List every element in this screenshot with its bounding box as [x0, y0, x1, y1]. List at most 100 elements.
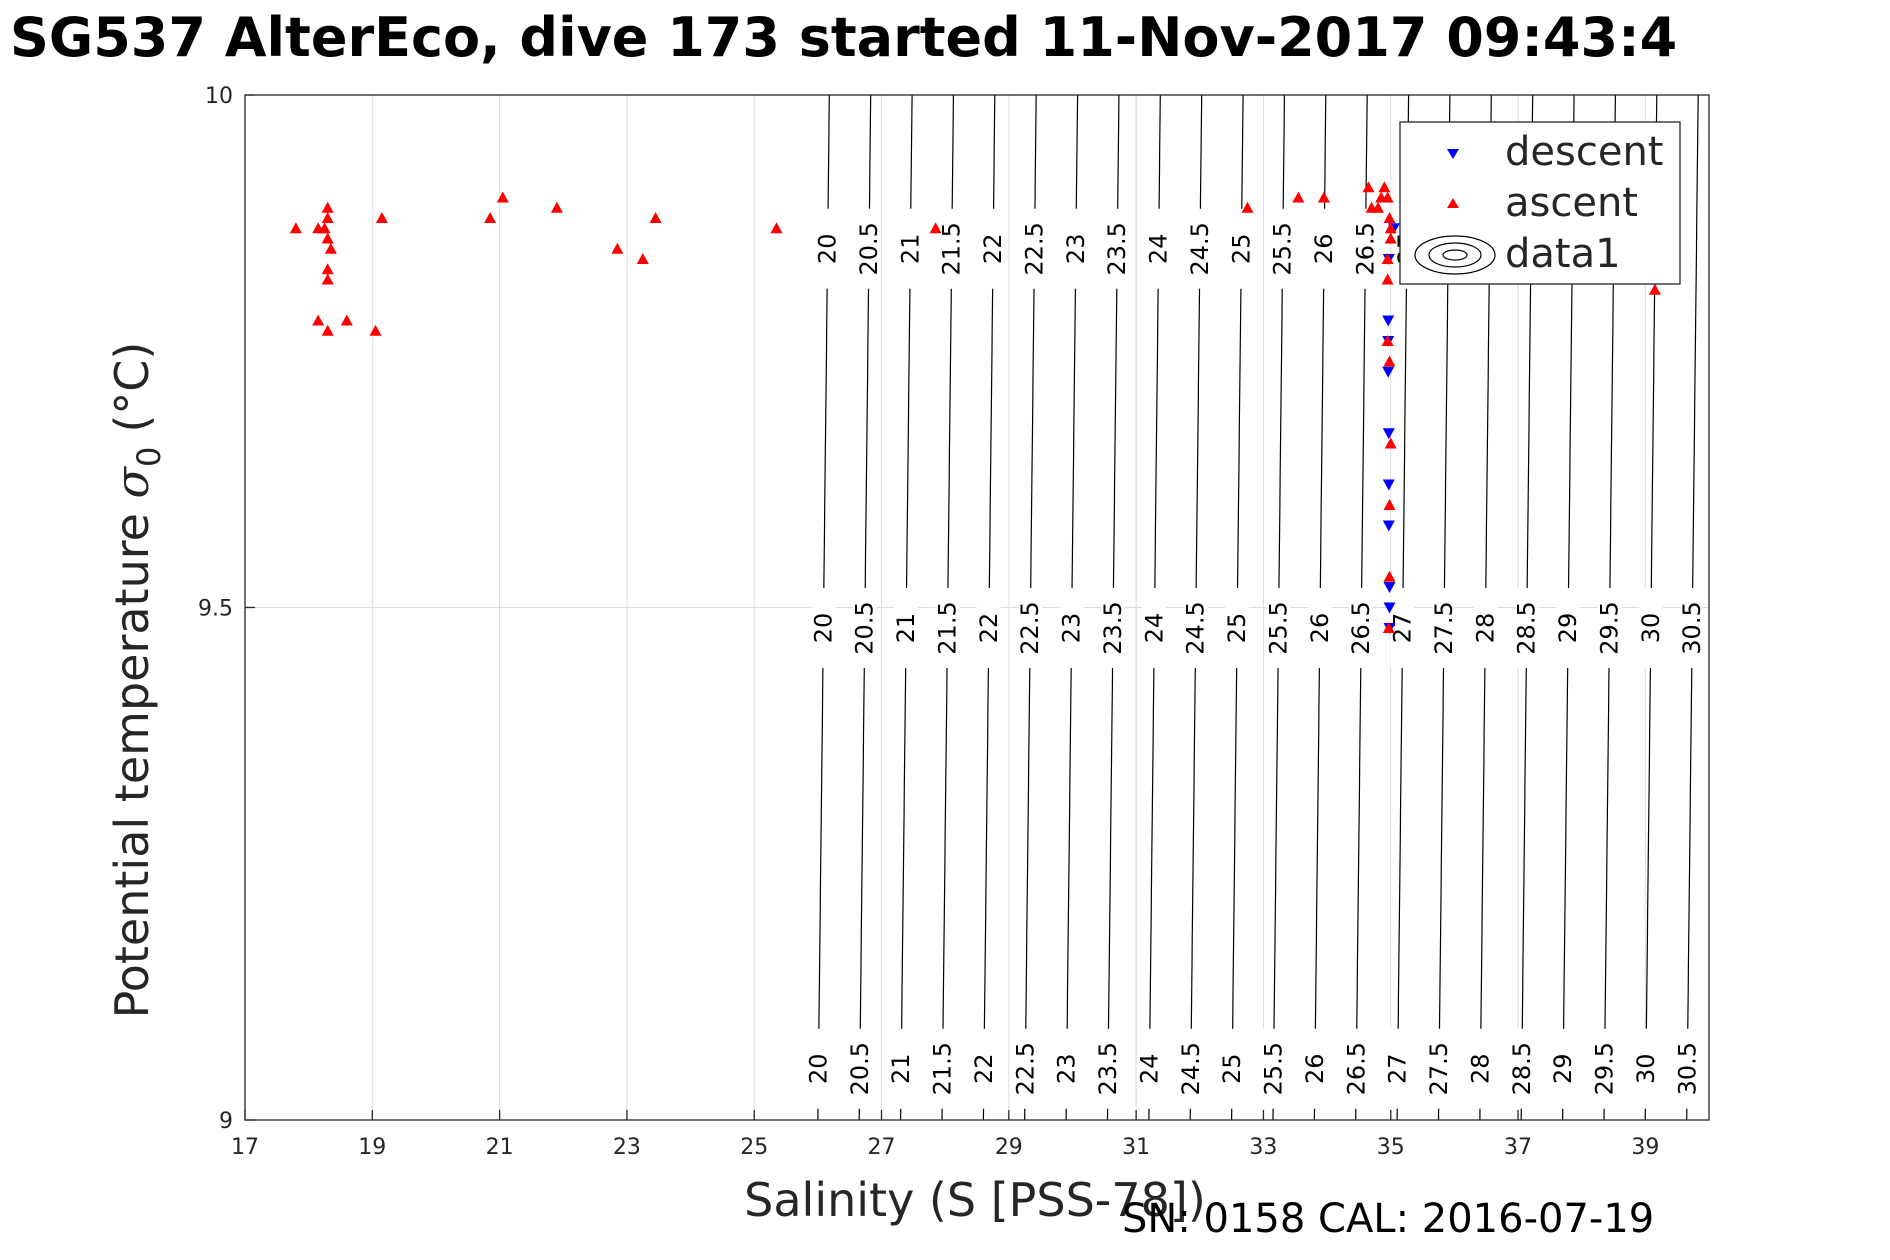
descent-point	[1382, 315, 1395, 327]
ascent-point	[484, 212, 497, 223]
contour-label-gap	[1270, 208, 1295, 289]
y-axis-label-unit: (°C)	[105, 342, 159, 433]
contour-label: 23.5	[1103, 222, 1131, 275]
ascent-point	[375, 212, 388, 223]
contour-label: 29	[1549, 1053, 1577, 1084]
contour-label: 25.5	[1260, 1042, 1288, 1095]
ascent-point	[324, 242, 337, 254]
contour-label: 30.5	[1678, 601, 1706, 654]
contour-label-gap	[1178, 1028, 1203, 1109]
descent-point	[1382, 428, 1395, 440]
contour-label: 24.5	[1182, 601, 1210, 654]
contour-label: 22.5	[1011, 1042, 1039, 1095]
x-tick-label: 23	[613, 1135, 641, 1160]
ascent-point	[496, 191, 509, 203]
contour-label-gap	[1013, 1028, 1038, 1109]
contour-label: 28.5	[1508, 1042, 1536, 1095]
x-tick-label: 39	[1631, 1135, 1659, 1160]
ascent-point	[318, 222, 331, 234]
y-axis-label-text: Potential temperature	[105, 513, 159, 1018]
contour-label-gap	[847, 1028, 872, 1109]
contour-label: 21	[896, 234, 924, 265]
ascent-point	[312, 314, 325, 326]
contour-label-gap	[1514, 588, 1539, 668]
descent-point	[1382, 520, 1395, 532]
contour-label-gap	[1229, 208, 1254, 289]
x-tick-label: 29	[995, 1135, 1023, 1160]
descent-point	[1383, 582, 1396, 593]
ascent-point	[611, 242, 624, 254]
ascent-point	[1383, 570, 1396, 582]
ascent-point	[1383, 355, 1396, 367]
contour-label-gap	[1551, 1028, 1576, 1109]
contour-label: 30	[1632, 1053, 1660, 1084]
ascent-point	[1241, 201, 1254, 213]
contour-label: 25	[1227, 234, 1255, 265]
ascent-point	[1372, 201, 1384, 213]
contour-label: 21.5	[938, 222, 966, 275]
y-axis-label-symbol: σ	[105, 465, 159, 498]
contour-label: 22	[979, 234, 1007, 265]
ascent-point	[1292, 191, 1305, 203]
contour-label: 25	[1218, 1053, 1246, 1084]
legend-contour-icon	[1414, 235, 1496, 275]
contour-label-gap	[981, 208, 1006, 289]
ascent-point	[1381, 273, 1394, 285]
contour-label-gap	[1146, 208, 1171, 289]
ascent-point	[770, 222, 783, 234]
contour-label: 24	[1135, 1053, 1163, 1084]
contour-label: 20.5	[846, 1042, 874, 1095]
ascent-point	[1381, 253, 1394, 264]
x-tick-label: 27	[868, 1135, 896, 1160]
ascent-point	[1362, 181, 1375, 193]
contour-label: 23.5	[1094, 1042, 1122, 1095]
contour-label: 24	[1140, 613, 1168, 644]
contour-label: 30.5	[1673, 1042, 1701, 1095]
contour-label-gap	[894, 588, 919, 668]
contour-label: 20.5	[855, 222, 883, 275]
contour-label: 27	[1389, 613, 1417, 644]
ascent-point	[321, 201, 334, 213]
contour-label-gap	[1059, 588, 1084, 668]
y-tick-label: 9	[219, 1109, 233, 1134]
ascent-point	[1381, 335, 1394, 346]
x-tick-label: 17	[231, 1135, 259, 1160]
contour-label-gap	[1096, 1028, 1121, 1109]
contour-label: 22	[975, 613, 1003, 644]
footer-note: SN: 0158 CAL: 2016-07-19	[1122, 1196, 1655, 1242]
contour-label: 29.5	[1591, 1042, 1619, 1095]
ascent-point	[1317, 191, 1330, 203]
contour-label: 20	[809, 613, 837, 644]
descent-point	[1382, 479, 1395, 491]
contour-label-gap	[1633, 1028, 1658, 1109]
legend-descent-label: descent	[1505, 129, 1663, 175]
contour-label-gap	[1018, 588, 1043, 668]
contour-label-gap	[930, 1028, 955, 1109]
contour-label-gap	[939, 208, 964, 289]
contour-label-gap	[856, 208, 881, 289]
ascent-point	[321, 212, 334, 223]
contour-label-gap	[815, 208, 840, 289]
contour-label-gap	[1054, 1028, 1079, 1109]
data-points	[289, 181, 1661, 634]
contour-label: 25.5	[1265, 601, 1293, 654]
x-tick-label: 33	[1249, 1135, 1277, 1160]
contour-label-gap	[1137, 1028, 1162, 1109]
legend-ascent-marker	[1447, 198, 1459, 208]
contour-label-gap	[976, 588, 1001, 668]
contour-label: 26.5	[1342, 1042, 1370, 1095]
contour-label: 25.5	[1269, 222, 1297, 275]
contour-label-gap	[1468, 1028, 1493, 1109]
x-tick-label: 25	[740, 1135, 768, 1160]
axis-ticks: 17 19 21 23 25 27 29 31 33 35 37 39 9 9.5 10	[198, 84, 1659, 1160]
contour-label-gap	[1063, 208, 1088, 289]
y-tick-label: 10	[205, 84, 233, 109]
contour-label-gap	[1105, 208, 1130, 289]
contour-label-gap	[1353, 208, 1378, 289]
contour-label: 27.5	[1425, 1042, 1453, 1095]
ascent-point	[369, 324, 382, 336]
ascent-point	[636, 253, 649, 264]
contour-label-gap	[1220, 1028, 1245, 1109]
contour-label-gap	[1638, 588, 1663, 668]
